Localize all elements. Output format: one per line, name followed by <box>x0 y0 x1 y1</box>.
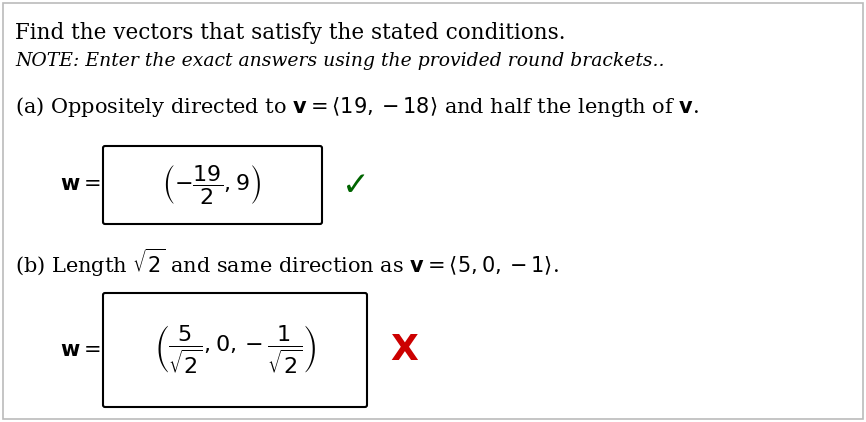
Text: ✓: ✓ <box>342 168 370 201</box>
Text: $\mathbf{X}$: $\mathbf{X}$ <box>390 333 419 367</box>
Text: $\mathbf{w} =$: $\mathbf{w} =$ <box>60 341 100 360</box>
FancyBboxPatch shape <box>103 293 367 407</box>
Text: Find the vectors that satisfy the stated conditions.: Find the vectors that satisfy the stated… <box>15 22 565 44</box>
Text: (a) Oppositely directed to $\mathbf{v} = \langle 19, -18\rangle$ and half the le: (a) Oppositely directed to $\mathbf{v} =… <box>15 95 699 119</box>
Text: (b) Length $\sqrt{2}$ and same direction as $\mathbf{v} = \langle 5, 0, -1\rangl: (b) Length $\sqrt{2}$ and same direction… <box>15 247 559 279</box>
Text: NOTE: Enter the exact answers using the provided round brackets..: NOTE: Enter the exact answers using the … <box>15 52 664 70</box>
FancyBboxPatch shape <box>103 146 322 224</box>
Text: $\mathbf{w} =$: $\mathbf{w} =$ <box>60 176 100 195</box>
Text: $\left(-\dfrac{19}{2},9\right)$: $\left(-\dfrac{19}{2},9\right)$ <box>162 163 262 206</box>
Text: $\left(\dfrac{5}{\sqrt{2}},0,-\dfrac{1}{\sqrt{2}}\right)$: $\left(\dfrac{5}{\sqrt{2}},0,-\dfrac{1}{… <box>154 324 316 376</box>
